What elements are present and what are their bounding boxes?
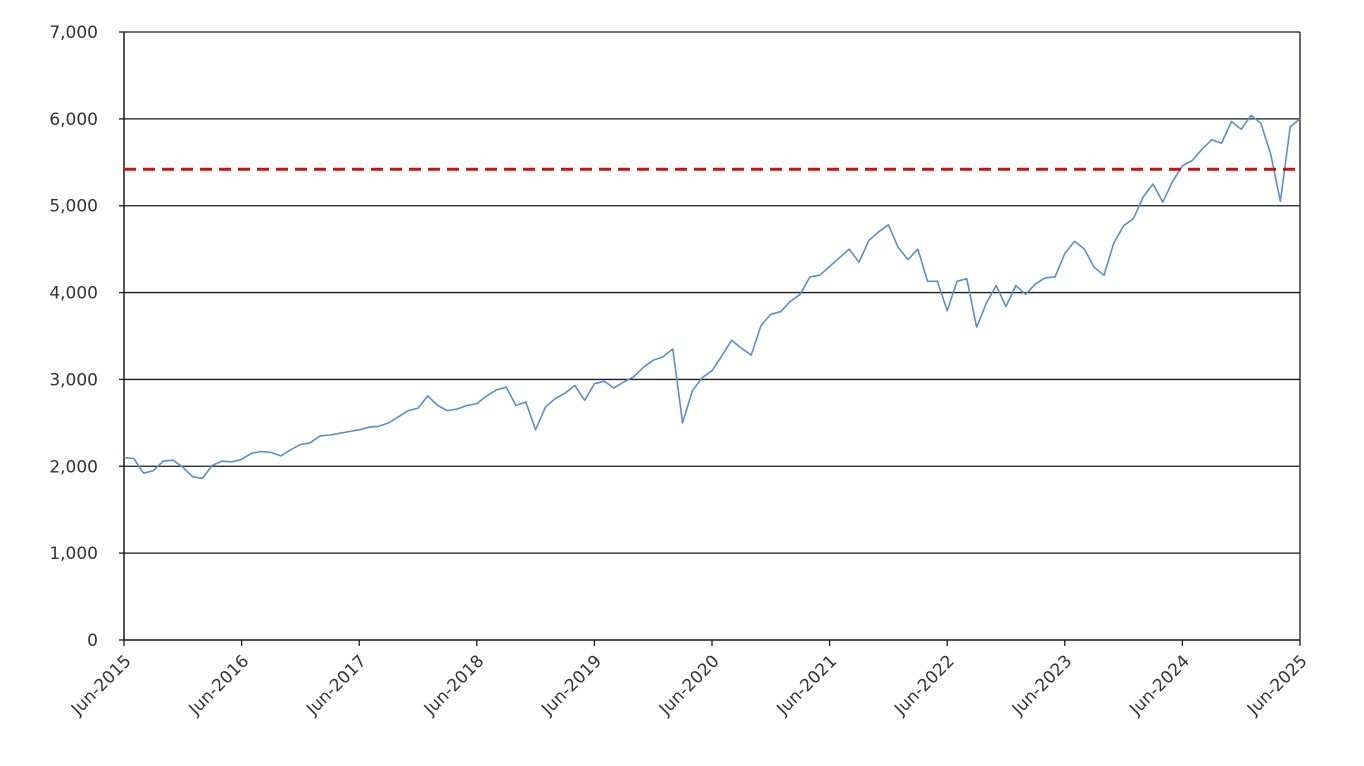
x-tick-label: Jun-2023	[1008, 651, 1077, 720]
gridlines	[124, 31, 1300, 554]
series-line	[123, 114, 1301, 480]
x-tick-label: Jun-2016	[185, 651, 254, 720]
y-axis-tick-labels: 0 1,000 2,000 3,000 4,000 5,000 6,000 7,000	[49, 23, 98, 651]
y-tick-label: 5,000	[49, 197, 98, 217]
y-tick-label: 1,000	[49, 544, 98, 564]
x-tick-label: Jun-2025	[1243, 651, 1312, 720]
x-tick-label: Jun-2020	[655, 651, 724, 720]
x-tick-label: Jun-2019	[537, 651, 606, 720]
x-tick-label: Jun-2018	[420, 651, 489, 720]
x-tick-label: Jun-2021	[773, 651, 842, 720]
x-tick-label: Jun-2024	[1125, 651, 1194, 720]
x-tick-label: Jun-2022	[890, 651, 959, 720]
y-tick-label: 7,000	[49, 23, 98, 43]
x-tick-label: Jun-2015	[67, 651, 136, 720]
y-tick-label: 0	[87, 631, 98, 651]
y-tick-label: 6,000	[49, 110, 98, 130]
y-tick-label: 3,000	[49, 370, 98, 390]
axes	[119, 31, 1301, 646]
y-tick-label: 2,000	[49, 457, 98, 477]
x-tick-label: Jun-2017	[302, 651, 371, 720]
y-tick-label: 4,000	[49, 284, 98, 304]
x-axis-tick-labels: Jun-2015 Jun-2016 Jun-2017 Jun-2018 Jun-2019…	[67, 651, 1312, 720]
